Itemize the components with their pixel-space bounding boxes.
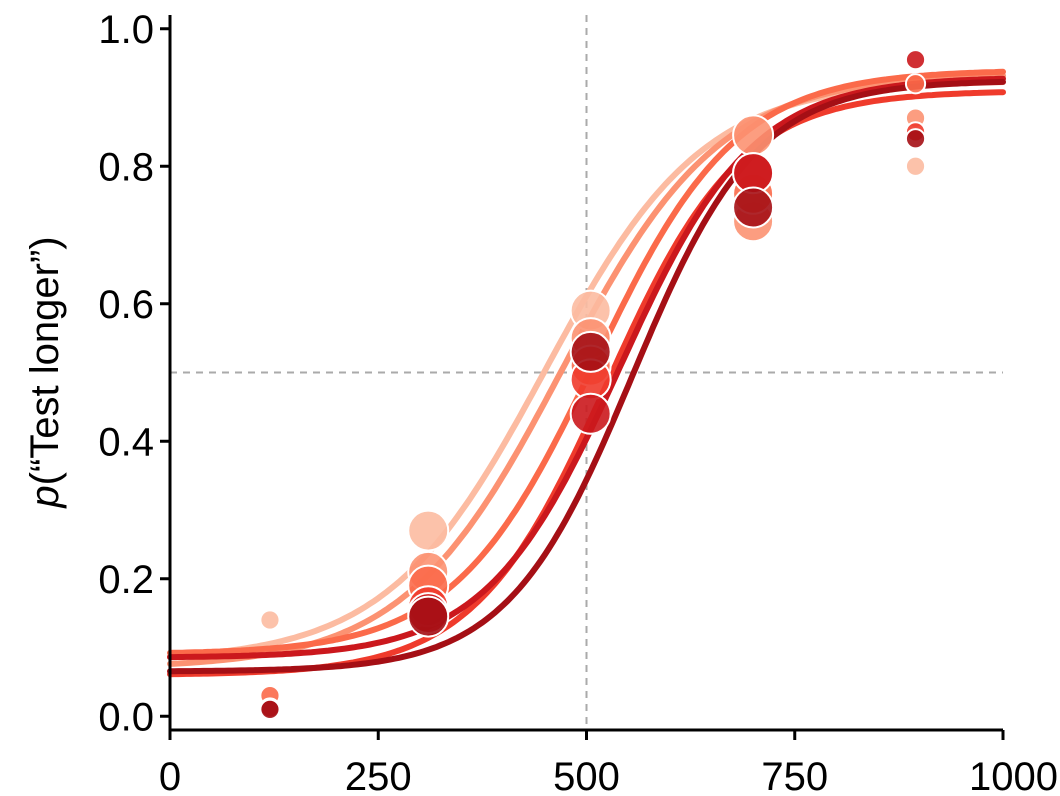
x-tick-label: 500 xyxy=(553,755,620,796)
x-tick-label: 1000 xyxy=(969,755,1058,796)
y-tick-label: 0.4 xyxy=(98,420,154,464)
y-tick-label: 0.6 xyxy=(98,283,154,327)
data-point xyxy=(904,73,927,95)
data-point xyxy=(732,186,775,229)
data-point xyxy=(569,392,612,435)
data-point xyxy=(259,609,281,631)
y-axis-title-variable: p xyxy=(23,485,67,508)
data-point xyxy=(569,330,612,373)
data-point xyxy=(904,128,927,150)
data-point xyxy=(904,49,927,71)
data-points xyxy=(259,49,927,720)
y-tick-label: 0.8 xyxy=(98,145,154,189)
x-tick-label: 0 xyxy=(159,755,181,796)
y-tick-label: 0.2 xyxy=(98,558,154,602)
y-axis-title: p(“Test longer”) xyxy=(23,236,67,508)
y-axis-title-text: (“Test longer”) xyxy=(23,236,67,485)
data-point xyxy=(407,595,450,638)
fit-curve-6 xyxy=(167,78,1006,675)
y-tick-label: 1.0 xyxy=(98,8,154,52)
data-point xyxy=(407,509,450,552)
data-point xyxy=(259,698,281,720)
x-tick-label: 250 xyxy=(345,755,412,796)
y-tick-label: 0.0 xyxy=(98,695,154,739)
data-point xyxy=(904,155,927,177)
fitted-curves xyxy=(167,68,1006,678)
axes: 0 250 500 750 1000 0.0 0.2 0.4 0.6 0.8 1.0 xyxy=(98,8,1058,796)
x-tick-label: 750 xyxy=(761,755,828,796)
data-point xyxy=(732,114,775,157)
